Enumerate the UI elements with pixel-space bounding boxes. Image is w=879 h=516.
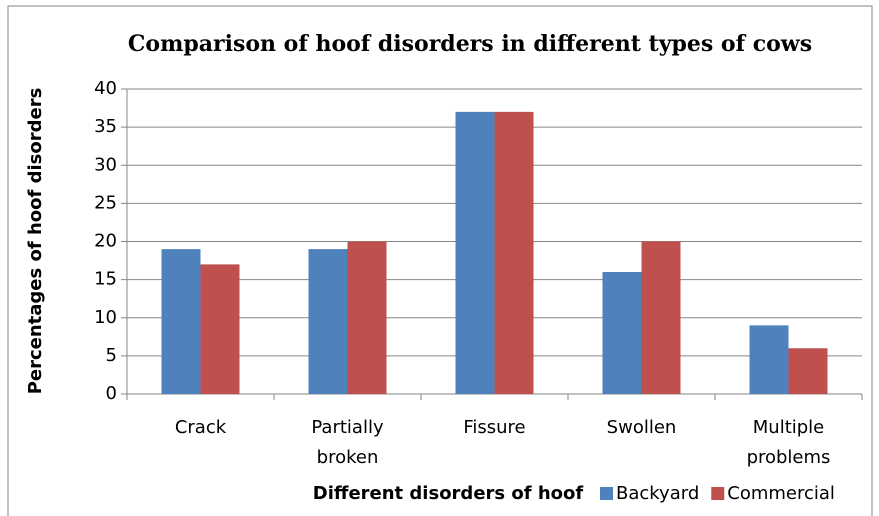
y-tick-label: 20 [94,231,117,252]
bar [200,264,240,394]
y-tick-label: 35 [94,116,117,137]
bar [788,348,828,394]
x-tick-label: Fissure [463,417,525,438]
bar [308,249,348,394]
bar [494,111,534,394]
x-tick-label: Multiple problems [747,417,831,468]
bar [602,272,642,394]
bar [455,111,495,394]
chart-title: Comparison of hoof disorders in differen… [128,31,812,57]
y-tick-label: 40 [94,78,117,99]
x-axis-label: Different disorders of hoof [313,483,584,504]
y-tick-label: 25 [94,192,117,213]
legend-swatch [600,487,613,500]
bar [347,241,387,394]
x-tick-label: Crack [175,417,227,438]
x-tick-label: Partially broken [311,417,384,468]
y-tick-label: 5 [106,345,117,366]
bar [641,241,681,394]
bar [161,249,201,394]
legend-swatch [711,487,725,500]
y-tick-label: 15 [94,269,117,290]
x-tick-label: Swollen [607,417,677,438]
y-tick-label: 0 [106,383,117,404]
legend-label: Backyard [616,483,699,504]
legend-label: Commercial [727,483,835,504]
chart-border [7,5,873,516]
y-tick-label: 30 [94,154,117,175]
y-axis-label: Percentages of hoof disorders [25,88,46,395]
y-tick-label: 10 [94,307,117,328]
bar [749,325,789,394]
